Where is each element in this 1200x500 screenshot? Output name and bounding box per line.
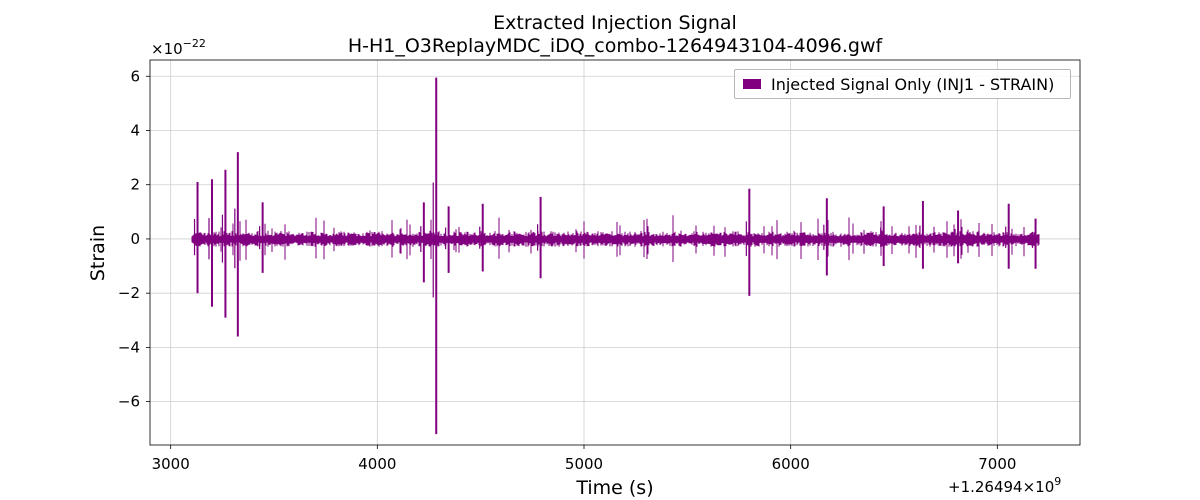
x-tick-label: 4000 xyxy=(358,455,396,473)
x-offset-exponent: 9 xyxy=(1054,475,1061,488)
grid xyxy=(150,60,1080,445)
x-tick-label: 5000 xyxy=(565,455,603,473)
y-tick-label: −4 xyxy=(118,338,140,356)
x-axis-ticks: 3000 4000 5000 6000 7000 xyxy=(152,445,1016,473)
y-tick-label: 0 xyxy=(130,230,140,248)
y-tick-label: 4 xyxy=(130,121,140,139)
y-scale-exponent: −22 xyxy=(183,37,206,50)
legend-label: Injected Signal Only (INJ1 - STRAIN) xyxy=(771,75,1055,94)
chart-title: Extracted Injection Signal xyxy=(493,12,737,34)
y-tick-label: −2 xyxy=(118,284,140,302)
x-tick-label: 6000 xyxy=(772,455,810,473)
x-offset-label: +1.26494×109 xyxy=(948,475,1061,496)
y-tick-label: 6 xyxy=(130,67,140,85)
x-tick-label: 3000 xyxy=(152,455,190,473)
y-axis-ticks: −6 −4 −2 0 2 4 6 xyxy=(118,67,150,411)
y-tick-label: −6 xyxy=(118,393,140,411)
y-axis-label: Strain xyxy=(87,225,109,281)
series-injected-signal xyxy=(191,77,1040,435)
y-tick-label: 2 xyxy=(130,176,140,194)
plot-frame xyxy=(149,59,1081,446)
x-axis-label: Time (s) xyxy=(575,477,653,499)
y-scale-label: ×10−22 xyxy=(151,37,206,58)
signal-noise xyxy=(191,215,1040,263)
legend: Injected Signal Only (INJ1 - STRAIN) xyxy=(734,69,1071,99)
legend-swatch xyxy=(743,79,761,89)
x-tick-label: 7000 xyxy=(978,455,1016,473)
chart-subtitle: H-H1_O3ReplayMDC_iDQ_combo-1264943104-40… xyxy=(348,35,884,57)
